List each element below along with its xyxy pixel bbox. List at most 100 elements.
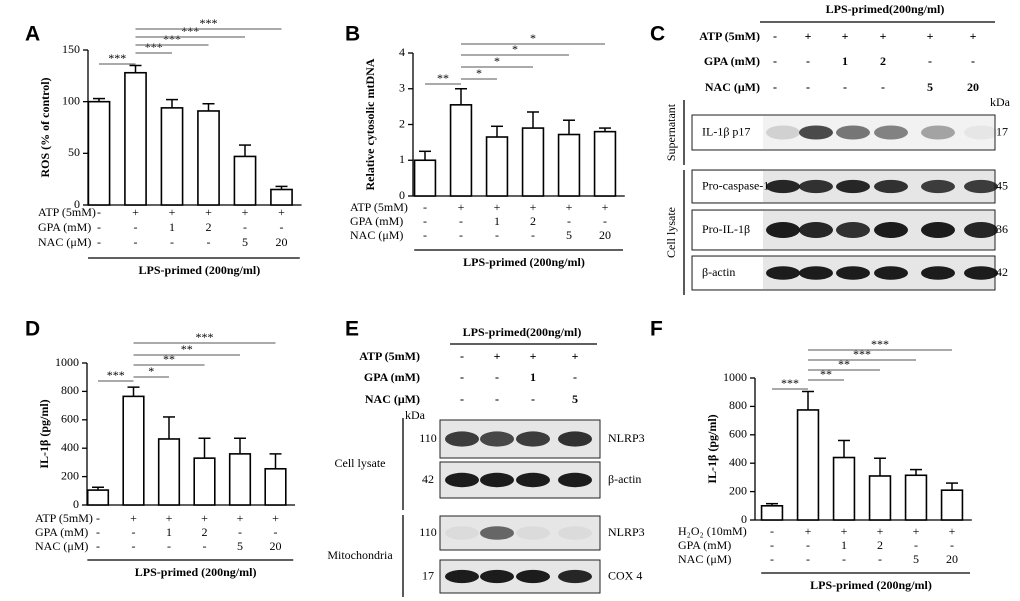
condition-value: -	[460, 370, 464, 384]
unit-label: kDa	[405, 408, 426, 422]
condition-label: ATP (5mM)	[35, 511, 93, 525]
significance-label: **	[820, 367, 832, 381]
panel-letter: A	[25, 23, 40, 46]
y-axis-label: ROS (% of control)	[38, 77, 52, 177]
condition-label: ATP (5mM)	[699, 29, 760, 43]
band	[516, 472, 550, 488]
condition-value: -	[97, 205, 101, 219]
condition-value: -	[495, 228, 499, 242]
blot-box	[439, 515, 601, 551]
bar	[760, 504, 784, 521]
x-axis-label: LPS-primed (200ng/ml)	[810, 578, 932, 592]
significance-label: **	[181, 342, 193, 356]
significance-label: ***	[196, 330, 214, 344]
unit-label: kDa	[990, 95, 1011, 109]
band-mw: 17	[422, 568, 434, 582]
condition-value: -	[134, 220, 138, 234]
y-tick-label: 3	[399, 81, 405, 95]
significance-label: *	[148, 364, 154, 378]
condition-label: NAC (μM)	[365, 392, 420, 406]
condition-label: NAC (μM)	[35, 539, 88, 553]
band-label: NLRP3	[608, 525, 645, 539]
condition-value: +	[913, 524, 920, 538]
band	[836, 222, 870, 238]
condition-value: -	[460, 349, 464, 363]
condition-label: GPA (mM)	[38, 220, 91, 234]
condition-value: -	[531, 228, 535, 242]
condition-value: +	[877, 524, 884, 538]
condition-value: +	[530, 200, 537, 214]
y-tick-label: 1	[399, 152, 405, 166]
y-tick-label: 200	[61, 468, 79, 482]
band-mw: 42	[422, 472, 434, 486]
band	[480, 526, 514, 540]
y-tick-label: 150	[62, 42, 80, 56]
condition-value: -	[806, 80, 810, 94]
band	[516, 569, 550, 584]
band-mw: 42	[996, 265, 1008, 279]
bar	[87, 100, 111, 206]
x-axis-label: LPS-primed (200ng/ml)	[139, 263, 261, 277]
condition-value: -	[770, 552, 774, 566]
band-label: IL-1β p17	[702, 124, 750, 138]
band	[921, 179, 955, 194]
label-bg	[693, 171, 763, 202]
bar	[122, 395, 145, 506]
significance-label: ***	[145, 40, 163, 54]
condition-value: -	[97, 235, 101, 249]
y-tick-label: 1000	[55, 355, 79, 369]
condition-value: -	[495, 392, 499, 406]
significance-label: *	[494, 54, 500, 68]
y-tick-label: 400	[61, 440, 79, 454]
condition-value: +	[130, 511, 137, 525]
band	[558, 431, 592, 447]
band	[836, 125, 870, 140]
condition-value: -	[603, 214, 607, 228]
condition-value: -	[132, 525, 136, 539]
y-tick-label: 0	[73, 497, 79, 511]
condition-value: 5	[566, 228, 572, 242]
significance-label: **	[838, 357, 850, 371]
condition-value: 20	[599, 228, 611, 242]
blot-header: LPS-primed(200ng/ml)	[463, 325, 582, 339]
condition-value: -	[773, 54, 777, 68]
band	[921, 125, 955, 140]
condition-value: +	[880, 29, 887, 43]
y-tick-label: 2	[399, 116, 405, 130]
condition-value: -	[971, 54, 975, 68]
condition-value: 5	[572, 392, 578, 406]
y-tick-label: 800	[729, 398, 747, 412]
significance-label: **	[163, 352, 175, 366]
condition-value: +	[132, 205, 139, 219]
band	[766, 125, 800, 140]
band-label: NLRP3	[608, 431, 645, 445]
significance-label: ***	[871, 337, 889, 351]
band	[445, 472, 479, 488]
band	[836, 179, 870, 194]
y-axis-label: Relative cytosolic mtDNA	[363, 58, 377, 190]
condition-label: ATP (5mM)	[38, 205, 96, 219]
condition-label: ATP (5mM)	[359, 349, 420, 363]
condition-value: +	[805, 29, 812, 43]
band	[445, 526, 479, 540]
condition-value: -	[878, 552, 882, 566]
band	[766, 179, 800, 194]
condition-value: -	[167, 539, 171, 553]
panel-letter: F	[650, 318, 663, 341]
condition-value: 2	[880, 54, 886, 68]
condition-label: GPA (mM)	[364, 370, 420, 384]
bar	[796, 409, 820, 521]
condition-value: -	[170, 235, 174, 249]
y-tick-label: 4	[399, 45, 405, 59]
band	[874, 266, 908, 280]
condition-value: 5	[242, 235, 248, 249]
blot-header: LPS-primed(200ng/ml)	[826, 2, 945, 16]
band-label: β-actin	[608, 472, 641, 486]
condition-label: H₂O₂ (10mM)	[678, 524, 747, 538]
significance-label: ***	[163, 32, 181, 46]
band-label: COX 4	[608, 568, 642, 582]
condition-value: -	[423, 214, 427, 228]
panel-letter: E	[345, 318, 359, 341]
bar	[593, 130, 617, 197]
